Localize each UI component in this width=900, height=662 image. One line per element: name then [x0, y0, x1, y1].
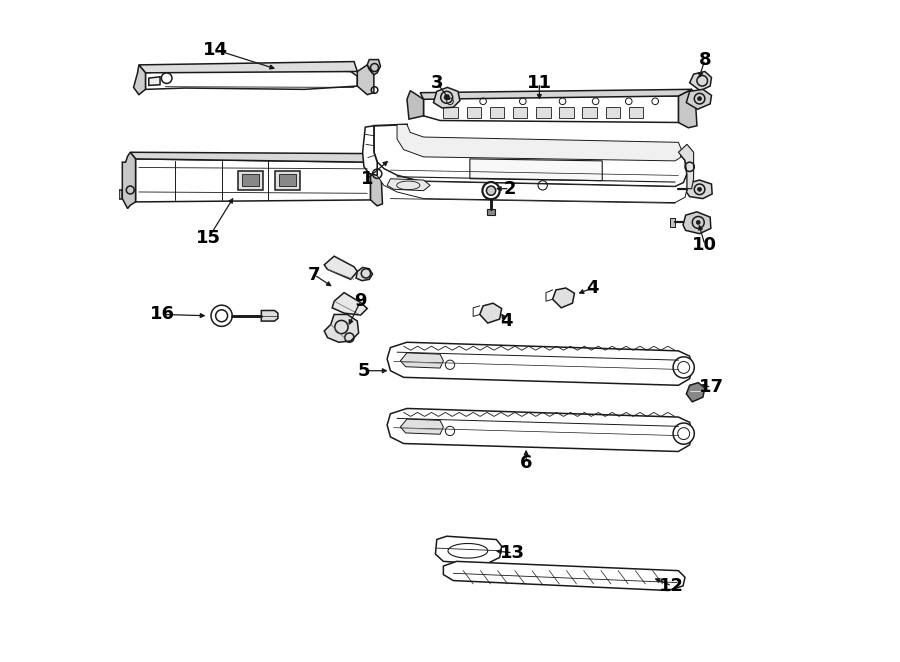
Circle shape — [698, 97, 702, 101]
Polygon shape — [278, 175, 296, 187]
Polygon shape — [332, 293, 367, 315]
Polygon shape — [400, 353, 444, 368]
Polygon shape — [536, 107, 551, 118]
Text: 12: 12 — [660, 577, 684, 595]
Circle shape — [482, 182, 500, 199]
Circle shape — [697, 220, 700, 224]
Circle shape — [211, 305, 232, 326]
Polygon shape — [674, 185, 679, 193]
Text: 13: 13 — [500, 544, 526, 562]
Polygon shape — [242, 175, 259, 187]
Polygon shape — [606, 107, 620, 118]
Polygon shape — [444, 107, 458, 118]
Polygon shape — [133, 65, 146, 95]
Polygon shape — [553, 288, 574, 308]
Polygon shape — [139, 62, 357, 73]
Circle shape — [486, 186, 496, 195]
Text: 8: 8 — [698, 50, 711, 69]
Polygon shape — [466, 107, 482, 118]
Polygon shape — [436, 536, 501, 564]
Circle shape — [444, 95, 449, 100]
Polygon shape — [238, 171, 264, 190]
Text: 5: 5 — [357, 361, 370, 380]
Polygon shape — [420, 89, 691, 99]
Polygon shape — [387, 342, 692, 385]
Polygon shape — [687, 180, 712, 199]
Text: 4: 4 — [586, 279, 598, 297]
Polygon shape — [377, 162, 687, 203]
Polygon shape — [136, 159, 371, 202]
Polygon shape — [689, 71, 712, 91]
Circle shape — [698, 187, 702, 191]
Text: 14: 14 — [202, 40, 228, 59]
Polygon shape — [424, 96, 679, 122]
Polygon shape — [374, 124, 687, 187]
Text: 9: 9 — [355, 292, 367, 310]
Polygon shape — [371, 157, 382, 206]
Polygon shape — [324, 314, 358, 342]
Polygon shape — [387, 408, 692, 451]
Polygon shape — [148, 77, 160, 85]
Circle shape — [673, 423, 694, 444]
Text: 4: 4 — [500, 312, 512, 330]
Polygon shape — [687, 89, 712, 109]
Polygon shape — [407, 91, 424, 119]
Polygon shape — [683, 212, 711, 234]
Polygon shape — [670, 218, 675, 227]
Polygon shape — [400, 419, 444, 434]
Polygon shape — [324, 256, 357, 279]
Text: 6: 6 — [520, 454, 533, 473]
Polygon shape — [146, 70, 357, 89]
Polygon shape — [357, 65, 374, 95]
Polygon shape — [490, 107, 504, 118]
Text: 16: 16 — [149, 305, 175, 324]
Polygon shape — [367, 60, 381, 75]
Polygon shape — [130, 152, 371, 162]
Polygon shape — [434, 87, 460, 108]
Text: 2: 2 — [503, 179, 516, 198]
Polygon shape — [470, 159, 602, 181]
Polygon shape — [261, 310, 278, 321]
Text: 10: 10 — [692, 236, 717, 254]
Text: 7: 7 — [308, 265, 320, 284]
Polygon shape — [582, 107, 597, 118]
Polygon shape — [119, 190, 122, 199]
Text: 11: 11 — [526, 73, 552, 92]
Circle shape — [673, 357, 694, 378]
Text: 17: 17 — [699, 378, 724, 397]
Polygon shape — [559, 107, 574, 118]
Text: 3: 3 — [430, 73, 443, 92]
Polygon shape — [444, 561, 685, 591]
Polygon shape — [122, 152, 136, 209]
Text: 1: 1 — [361, 169, 374, 188]
Polygon shape — [363, 126, 377, 175]
Polygon shape — [487, 209, 495, 215]
Polygon shape — [679, 89, 697, 128]
Polygon shape — [397, 124, 681, 161]
Polygon shape — [679, 144, 694, 189]
Polygon shape — [629, 107, 643, 118]
Polygon shape — [687, 383, 705, 402]
Text: 15: 15 — [196, 229, 220, 248]
Polygon shape — [387, 179, 430, 191]
Polygon shape — [274, 171, 300, 190]
Polygon shape — [513, 107, 527, 118]
Polygon shape — [356, 267, 373, 281]
Polygon shape — [480, 303, 501, 323]
